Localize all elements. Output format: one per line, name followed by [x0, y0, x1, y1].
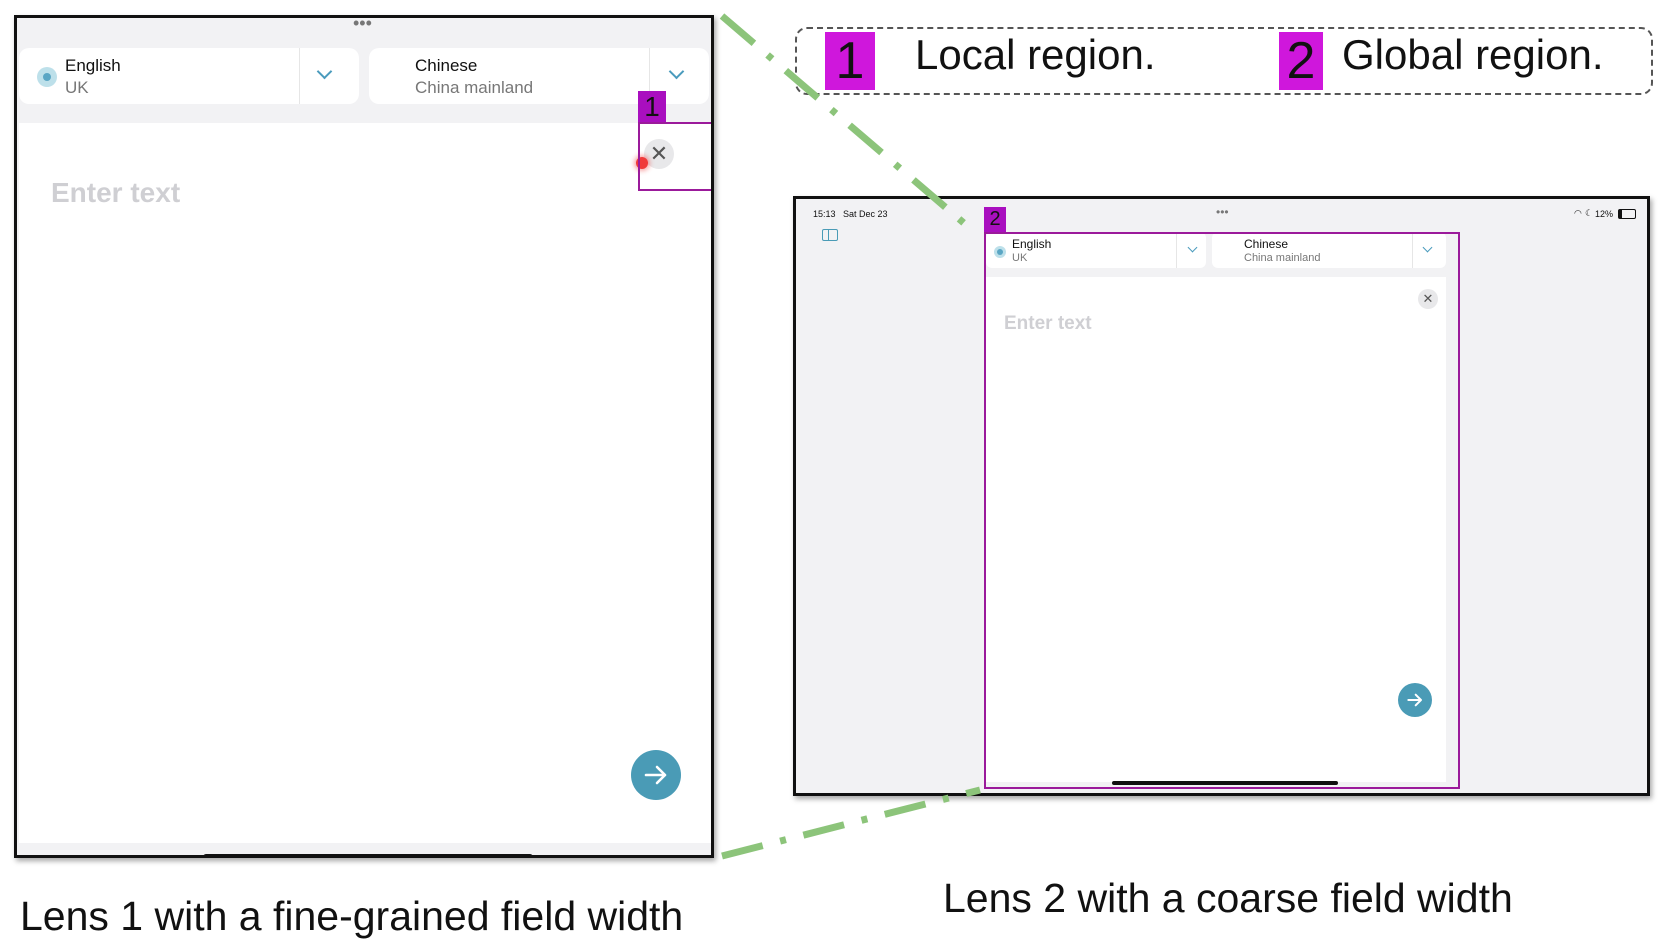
status-date: Sat Dec 23: [843, 209, 888, 219]
moon-icon: ☾: [1585, 208, 1594, 218]
lens-1-panel: ••• English UK Chinese China mainland En…: [14, 15, 714, 858]
target-language-name: Chinese: [1244, 237, 1289, 251]
source-language-name: English: [65, 56, 121, 75]
globe-icon: [37, 67, 57, 87]
wifi-icon: ◠: [1574, 208, 1582, 218]
battery-icon: [1618, 209, 1636, 219]
local-region-box: [638, 122, 711, 191]
legend-tag-2: 2: [1279, 32, 1323, 90]
target-language-selector[interactable]: Chinese China mainland: [369, 48, 709, 104]
drag-handle-icon[interactable]: •••: [1216, 205, 1229, 219]
globe-icon: [994, 246, 1006, 258]
sidebar-toggle-icon[interactable]: [822, 229, 838, 241]
close-icon: ✕: [1422, 291, 1434, 306]
enter-text-placeholder: Enter text: [1004, 313, 1092, 334]
legend-box: 1 Local region. 2 Global region.: [795, 27, 1653, 95]
global-region-box: [984, 232, 1460, 789]
region-tag-2: 2: [984, 207, 1006, 232]
source-language-selector[interactable]: English UK: [19, 48, 359, 104]
lens-2-panel: 15:13 Sat Dec 23 ••• ◠ ☾ 12% English UK …: [793, 196, 1650, 796]
home-indicator: [1112, 781, 1338, 785]
target-language-region: China mainland: [415, 78, 534, 97]
arrow-right-icon: [644, 765, 667, 785]
close-icon: ✕: [649, 141, 669, 166]
divider: [1412, 232, 1413, 268]
connector-bottom: [721, 786, 981, 860]
status-time: 15:13: [813, 209, 836, 219]
battery-percent: 12%: [1595, 209, 1614, 219]
clear-button[interactable]: ✕: [1418, 289, 1438, 309]
translate-send-button[interactable]: [631, 750, 681, 800]
source-language-region: UK: [65, 78, 89, 97]
chevron-down-icon[interactable]: [316, 63, 333, 80]
source-language-selector[interactable]: English UK: [986, 232, 1206, 268]
source-language-name: English: [1012, 237, 1052, 251]
legend-label-global: Global region.: [1342, 31, 1604, 78]
clear-button[interactable]: ✕: [644, 139, 674, 169]
target-language-selector[interactable]: Chinese China mainland: [1212, 232, 1446, 268]
text-input-area[interactable]: Enter text ✕: [19, 123, 711, 843]
target-language-region: China mainland: [1244, 252, 1321, 264]
region-tag-1: 1: [638, 91, 666, 122]
target-language-name: Chinese: [415, 56, 478, 75]
home-indicator: [203, 854, 533, 855]
drag-handle-icon[interactable]: •••: [353, 15, 372, 33]
arrow-right-icon: [1407, 693, 1422, 707]
legend-label-local: Local region.: [915, 31, 1156, 78]
enter-text-placeholder: Enter text: [51, 177, 181, 208]
chevron-down-icon[interactable]: [668, 63, 685, 80]
divider: [299, 48, 300, 104]
translate-send-button[interactable]: [1398, 683, 1432, 717]
divider: [1176, 232, 1177, 268]
divider: [649, 48, 650, 104]
source-language-region: UK: [1012, 252, 1028, 264]
legend-tag-1: 1: [825, 32, 875, 90]
lens-2-caption: Lens 2 with a coarse field width: [943, 875, 1513, 921]
text-input-area[interactable]: Enter text ✕: [986, 277, 1446, 782]
lens-1-caption: Lens 1 with a fine-grained field width: [20, 893, 684, 939]
